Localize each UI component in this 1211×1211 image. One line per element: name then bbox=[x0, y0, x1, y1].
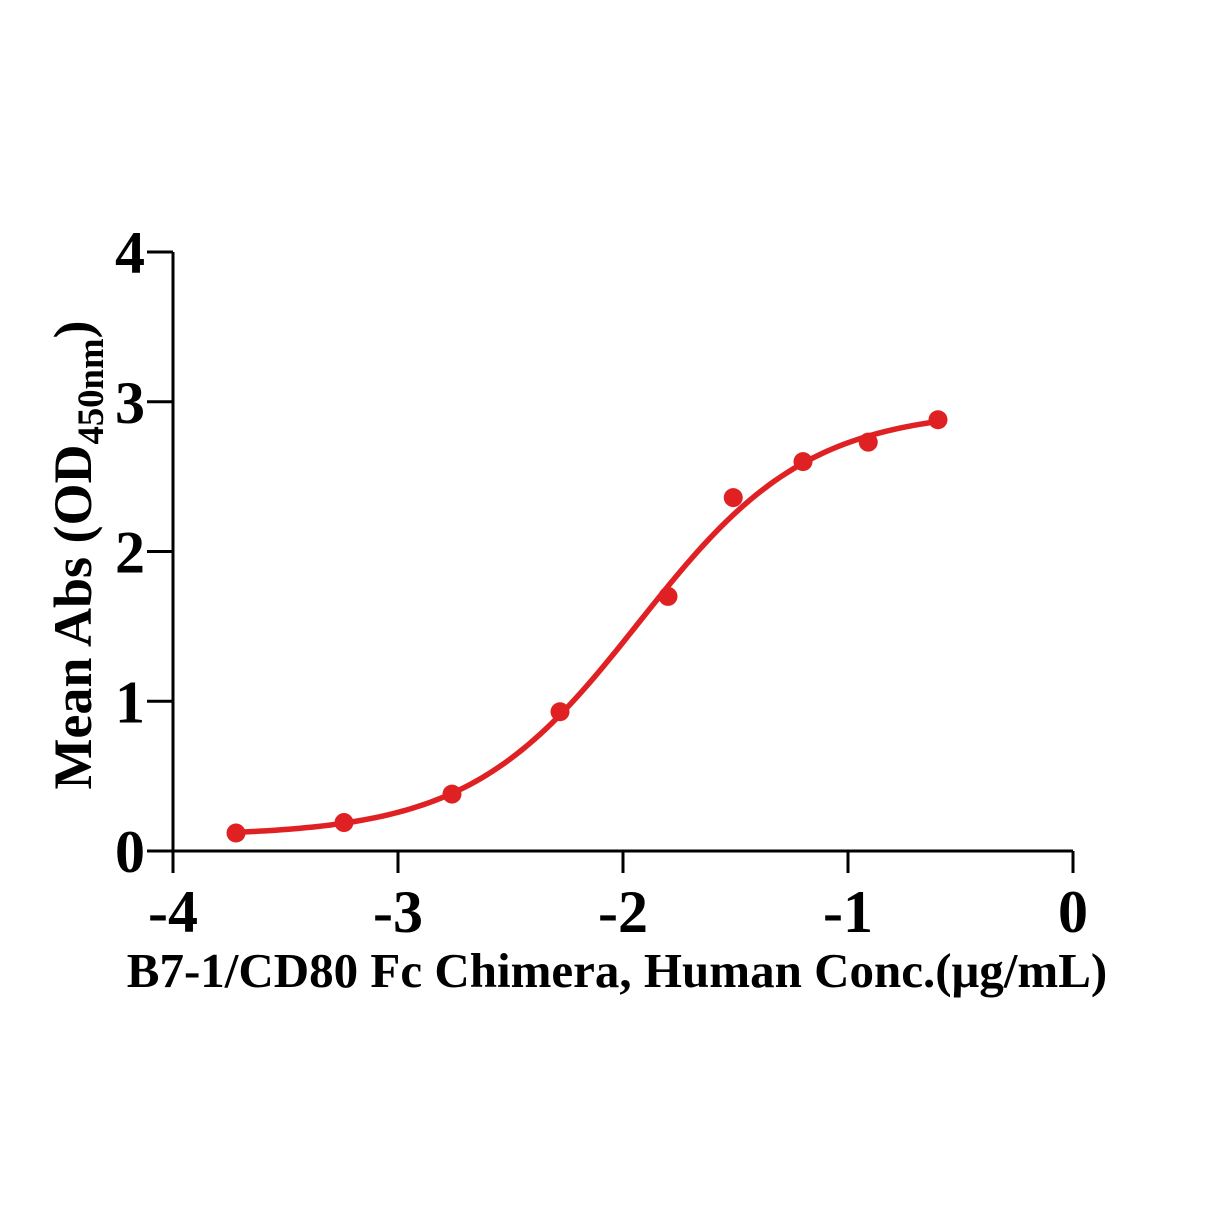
x-tick-label: -1 bbox=[823, 879, 873, 945]
data-point bbox=[723, 488, 743, 508]
y-tick-label: 2 bbox=[115, 520, 145, 586]
data-point bbox=[658, 586, 678, 606]
data-point bbox=[858, 432, 878, 452]
y-axis-title: Mean Abs (OD450nm) bbox=[42, 320, 111, 790]
x-tick-label: -2 bbox=[598, 879, 648, 945]
x-axis-title: B7-1/CD80 Fc Chimera, Human Conc.(μg/mL) bbox=[126, 943, 1108, 998]
x-tick-label: -4 bbox=[148, 879, 198, 945]
data-point bbox=[793, 452, 813, 472]
fit-curve bbox=[233, 418, 941, 836]
y-axis-title-subscript: 450nm bbox=[69, 338, 111, 445]
x-tick-label: -3 bbox=[373, 879, 423, 945]
data-point bbox=[442, 784, 462, 804]
data-point bbox=[226, 823, 246, 843]
y-tick-label: 1 bbox=[115, 669, 145, 735]
x-tick-label: 0 bbox=[1058, 879, 1088, 945]
data-point bbox=[928, 410, 948, 430]
data-point bbox=[334, 813, 354, 833]
y-tick-label: 0 bbox=[115, 819, 145, 885]
data-point bbox=[550, 702, 570, 722]
y-axis-title-close: ) bbox=[43, 320, 103, 339]
y-axis-title-main: Mean Abs (OD bbox=[43, 444, 103, 790]
y-tick-label: 4 bbox=[115, 220, 145, 286]
y-tick-label: 3 bbox=[115, 370, 145, 436]
